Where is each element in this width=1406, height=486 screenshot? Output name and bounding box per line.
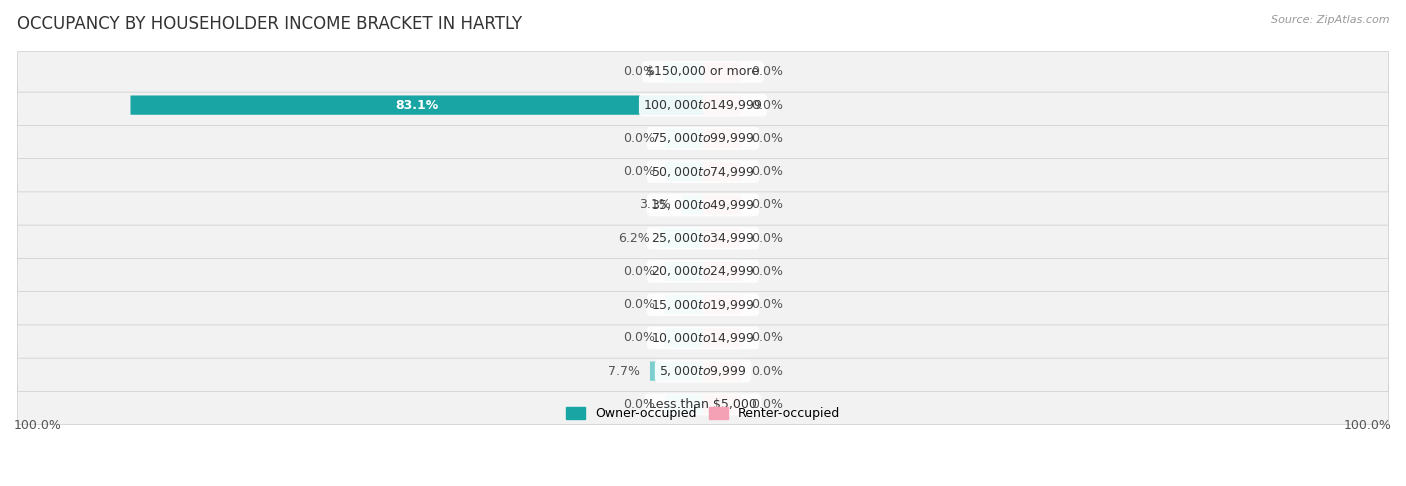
FancyBboxPatch shape <box>131 95 703 115</box>
FancyBboxPatch shape <box>665 262 703 281</box>
Text: 0.0%: 0.0% <box>751 364 783 378</box>
Text: 0.0%: 0.0% <box>623 298 655 311</box>
FancyBboxPatch shape <box>665 129 703 148</box>
FancyBboxPatch shape <box>703 195 741 214</box>
Text: 0.0%: 0.0% <box>623 165 655 178</box>
Text: 0.0%: 0.0% <box>751 298 783 311</box>
Text: 6.2%: 6.2% <box>619 232 650 244</box>
FancyBboxPatch shape <box>17 251 1389 292</box>
FancyBboxPatch shape <box>703 62 741 82</box>
FancyBboxPatch shape <box>661 228 703 248</box>
Text: $15,000 to $19,999: $15,000 to $19,999 <box>651 297 755 312</box>
Text: $5,000 to $9,999: $5,000 to $9,999 <box>659 364 747 378</box>
Legend: Owner-occupied, Renter-occupied: Owner-occupied, Renter-occupied <box>561 402 845 425</box>
FancyBboxPatch shape <box>17 118 1389 158</box>
Text: $25,000 to $34,999: $25,000 to $34,999 <box>651 231 755 245</box>
Text: $100,000 to $149,999: $100,000 to $149,999 <box>644 98 762 112</box>
Text: 0.0%: 0.0% <box>623 398 655 411</box>
Text: $50,000 to $74,999: $50,000 to $74,999 <box>651 165 755 179</box>
Text: OCCUPANCY BY HOUSEHOLDER INCOME BRACKET IN HARTLY: OCCUPANCY BY HOUSEHOLDER INCOME BRACKET … <box>17 15 522 33</box>
Text: 0.0%: 0.0% <box>751 165 783 178</box>
FancyBboxPatch shape <box>17 151 1389 192</box>
FancyBboxPatch shape <box>665 395 703 414</box>
FancyBboxPatch shape <box>682 195 703 214</box>
FancyBboxPatch shape <box>17 218 1389 259</box>
FancyBboxPatch shape <box>703 162 741 181</box>
Text: 0.0%: 0.0% <box>751 331 783 345</box>
FancyBboxPatch shape <box>703 328 741 347</box>
FancyBboxPatch shape <box>703 362 741 381</box>
FancyBboxPatch shape <box>703 262 741 281</box>
Text: 0.0%: 0.0% <box>623 265 655 278</box>
Text: 100.0%: 100.0% <box>14 418 62 432</box>
Text: 0.0%: 0.0% <box>751 66 783 78</box>
Text: 0.0%: 0.0% <box>623 331 655 345</box>
Text: 100.0%: 100.0% <box>1344 418 1392 432</box>
Text: 0.0%: 0.0% <box>751 198 783 211</box>
FancyBboxPatch shape <box>703 95 741 115</box>
FancyBboxPatch shape <box>17 384 1389 425</box>
FancyBboxPatch shape <box>665 295 703 314</box>
Text: Source: ZipAtlas.com: Source: ZipAtlas.com <box>1271 15 1389 25</box>
Text: $150,000 or more: $150,000 or more <box>647 66 759 78</box>
FancyBboxPatch shape <box>665 328 703 347</box>
Text: 0.0%: 0.0% <box>623 132 655 145</box>
Text: 83.1%: 83.1% <box>395 99 439 112</box>
Text: 3.1%: 3.1% <box>640 198 671 211</box>
Text: Less than $5,000: Less than $5,000 <box>650 398 756 411</box>
FancyBboxPatch shape <box>17 284 1389 325</box>
FancyBboxPatch shape <box>650 362 703 381</box>
Text: 0.0%: 0.0% <box>751 132 783 145</box>
Text: 0.0%: 0.0% <box>751 398 783 411</box>
Text: $35,000 to $49,999: $35,000 to $49,999 <box>651 198 755 212</box>
Text: 7.7%: 7.7% <box>607 364 640 378</box>
Text: $75,000 to $99,999: $75,000 to $99,999 <box>651 131 755 145</box>
FancyBboxPatch shape <box>17 52 1389 92</box>
FancyBboxPatch shape <box>17 318 1389 358</box>
FancyBboxPatch shape <box>17 351 1389 391</box>
Text: 0.0%: 0.0% <box>623 66 655 78</box>
FancyBboxPatch shape <box>665 162 703 181</box>
FancyBboxPatch shape <box>703 295 741 314</box>
FancyBboxPatch shape <box>17 185 1389 225</box>
Text: 0.0%: 0.0% <box>751 99 783 112</box>
FancyBboxPatch shape <box>703 228 741 248</box>
FancyBboxPatch shape <box>665 62 703 82</box>
Text: 0.0%: 0.0% <box>751 232 783 244</box>
FancyBboxPatch shape <box>703 129 741 148</box>
Text: $10,000 to $14,999: $10,000 to $14,999 <box>651 331 755 345</box>
Text: $20,000 to $24,999: $20,000 to $24,999 <box>651 264 755 278</box>
FancyBboxPatch shape <box>17 85 1389 125</box>
Text: 0.0%: 0.0% <box>751 265 783 278</box>
FancyBboxPatch shape <box>703 395 741 414</box>
